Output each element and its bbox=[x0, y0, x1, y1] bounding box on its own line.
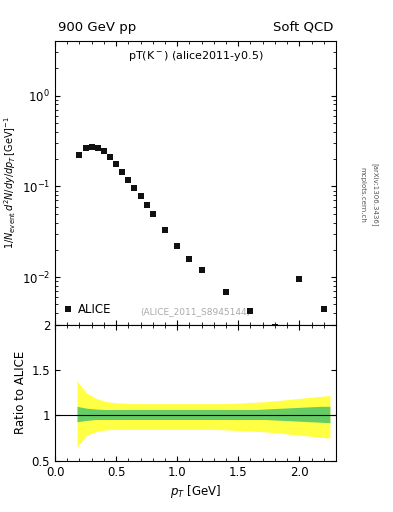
Y-axis label: Ratio to ALICE: Ratio to ALICE bbox=[15, 351, 28, 434]
Text: mcplots.cern.ch: mcplots.cern.ch bbox=[360, 166, 365, 223]
X-axis label: $p_T$ [GeV]: $p_T$ [GeV] bbox=[170, 483, 221, 500]
Text: 900 GeV pp: 900 GeV pp bbox=[58, 21, 136, 34]
Legend: ALICE: ALICE bbox=[61, 301, 113, 319]
Text: (ALICE_2011_S8945144): (ALICE_2011_S8945144) bbox=[140, 307, 251, 316]
Text: [arXiv:1306.3436]: [arXiv:1306.3436] bbox=[371, 163, 378, 226]
Text: pT(K$^-$) (alice2011-y0.5): pT(K$^-$) (alice2011-y0.5) bbox=[128, 50, 263, 63]
Y-axis label: $1/N_\mathsf{event}\,d^2N/dy/dp_T\,[\mathsf{GeV}]^{-1}$: $1/N_\mathsf{event}\,d^2N/dy/dp_T\,[\mat… bbox=[2, 116, 18, 249]
Text: Soft QCD: Soft QCD bbox=[273, 21, 333, 34]
